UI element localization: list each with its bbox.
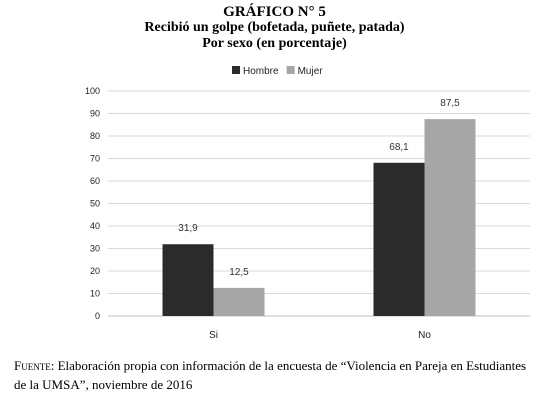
data-label: 31,9 <box>178 223 198 234</box>
chart-subtitle: Por sexo (en porcentaje) <box>202 36 347 51</box>
data-label: 12,5 <box>229 267 249 278</box>
bar <box>373 162 425 316</box>
y-tick-label: 50 <box>90 199 100 209</box>
y-tick-label: 10 <box>90 289 100 299</box>
data-label: 87,5 <box>440 98 460 109</box>
legend-swatch <box>286 66 295 74</box>
legend-label: Mujer <box>298 66 324 77</box>
legend-label: Hombre <box>243 66 279 77</box>
bar <box>162 244 214 316</box>
y-tick-label: 20 <box>90 266 100 276</box>
y-tick-label: 80 <box>90 131 100 141</box>
y-tick-label: 90 <box>90 109 100 119</box>
y-tick-label: 60 <box>90 176 100 186</box>
y-axis: 0 10 20 30 40 50 60 70 80 90 100 <box>85 86 100 321</box>
x-tick-label: No <box>418 330 431 341</box>
y-tick-label: 30 <box>90 244 100 254</box>
y-tick-label: 40 <box>90 221 100 231</box>
x-tick-label: Si <box>209 330 218 341</box>
y-tick-label: 70 <box>90 154 100 164</box>
data-label: 68,1 <box>389 142 409 153</box>
source-text: Elaboración propia con información de la… <box>14 358 527 392</box>
bars: 31,9 12,5 68,1 87,5 <box>162 98 476 316</box>
y-tick-label: 100 <box>85 86 100 96</box>
bar <box>213 287 265 316</box>
chart-header: GRÁFICO N° 5 Recibió un golpe (bofetada,… <box>0 4 549 52</box>
x-axis: Si No <box>209 330 431 341</box>
figure-number: GRÁFICO N° 5 <box>223 4 326 20</box>
y-tick-label: 0 <box>95 311 100 321</box>
legend: Hombre Mujer <box>232 66 323 77</box>
chart-title: Recibió un golpe (bofetada, puñete, pata… <box>144 20 405 35</box>
legend-swatch <box>232 66 240 74</box>
source-label: Fuente: <box>14 358 55 373</box>
source-note: Fuente: Elaboración propia con informaci… <box>14 356 539 394</box>
bar <box>424 119 476 316</box>
